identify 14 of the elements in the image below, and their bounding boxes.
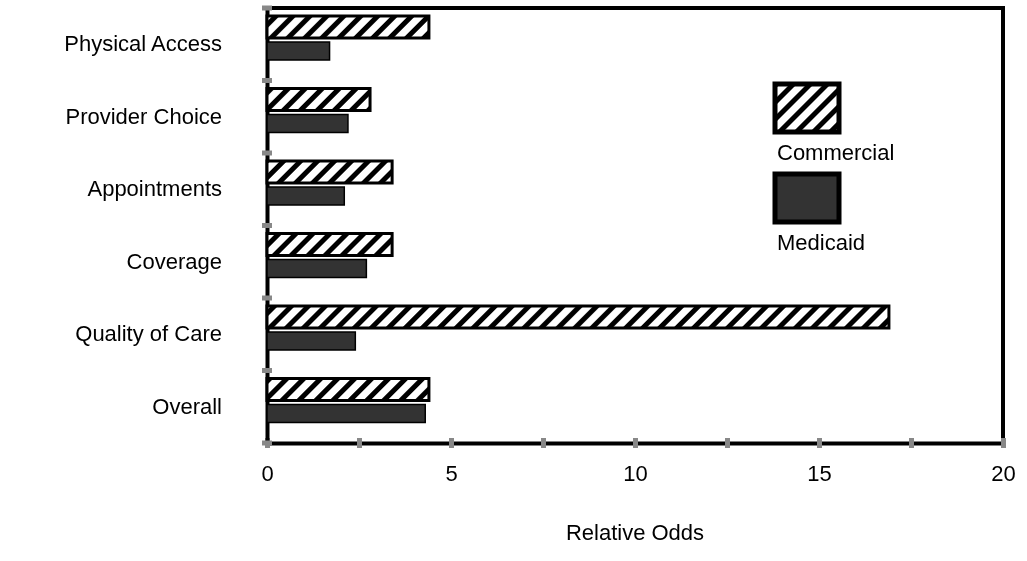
y-tick-label: Overall <box>152 393 222 419</box>
y-tick-label: Appointments <box>87 176 222 202</box>
x-axis-title: Relative Odds <box>565 520 705 545</box>
legend-label: Commercial <box>777 140 895 165</box>
y-tick-label: Coverage <box>126 248 222 274</box>
y-tick-label: Physical Access <box>64 31 222 57</box>
y-tick-label: Quality of Care <box>75 321 222 347</box>
legend-label: Medicaid <box>777 230 866 255</box>
x-tick-label: 0 <box>261 460 274 486</box>
y-tick-label: Provider Choice <box>65 103 222 129</box>
x-tick-label: 5 <box>445 460 458 486</box>
x-tick-label: 15 <box>807 460 832 486</box>
x-tick-label: 10 <box>623 460 648 486</box>
x-tick-label: 20 <box>991 460 1016 486</box>
